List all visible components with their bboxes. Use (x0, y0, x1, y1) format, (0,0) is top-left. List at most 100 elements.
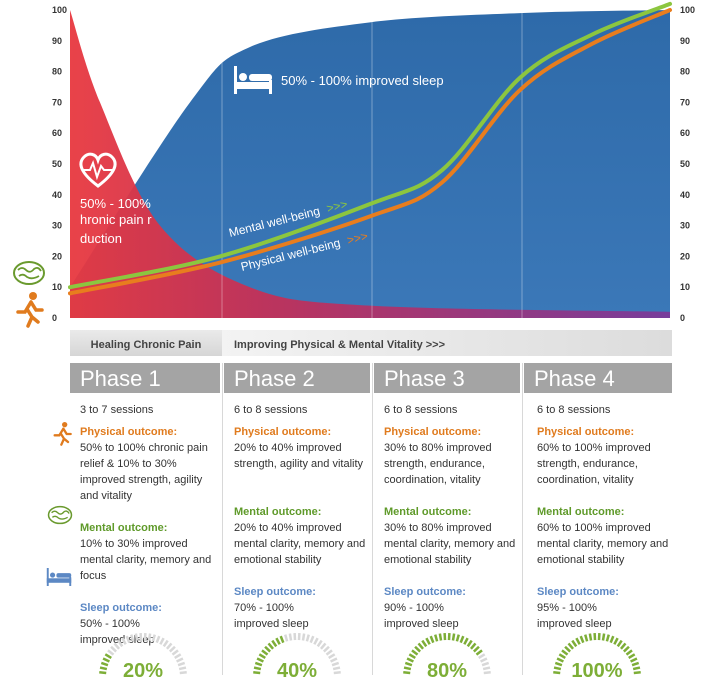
gauge-tick (629, 654, 635, 658)
gauge-tick (153, 635, 155, 642)
phase-1-header: Phase 1 (70, 363, 220, 393)
gauge-tick (464, 638, 467, 644)
brain-icon (47, 505, 73, 525)
gauge-tick (415, 647, 420, 652)
gauge-tick (435, 635, 437, 642)
gauge-tick (167, 643, 172, 648)
physical-outcome-label: Physical outcome: (537, 424, 671, 440)
gauge-tick (461, 636, 464, 643)
sleep-outcome-label: Sleep outcome: (537, 584, 671, 600)
gauge-tick (611, 636, 614, 643)
physical-outcome-text: 50% to 100% chronic pain relief & 10% to… (80, 440, 220, 504)
bed-icon (46, 568, 72, 586)
band-healing-chronic-pain: Healing Chronic Pain (70, 330, 222, 356)
gauge-tick (314, 638, 317, 644)
gauge-tick (259, 654, 265, 658)
gauge-tick (285, 635, 287, 642)
right-tick-label: 40 (680, 190, 690, 200)
sleep-annotation: 50% - 100% improved sleep (281, 73, 444, 88)
left-tick-label: 40 (52, 190, 62, 200)
gauge-tick (457, 635, 459, 642)
right-tick-label: 60 (680, 128, 690, 138)
gauge-tick (471, 643, 476, 648)
gauge-tick (468, 641, 472, 647)
right-tick-label: 80 (680, 67, 690, 77)
left-tick-label: 30 (52, 221, 62, 231)
sessions: 6 to 8 sessions (537, 402, 671, 418)
gauge-tick (172, 650, 178, 654)
gauge-tick (324, 647, 329, 652)
gauge-tick (607, 635, 609, 642)
gauge-tick (303, 634, 304, 641)
mental-outcome-label: Mental outcome: (537, 504, 671, 520)
gauge-tick (170, 647, 175, 652)
phase-4-details: 6 to 8 sessions Physical outcome: 60% to… (537, 402, 671, 648)
gauge-tick (157, 636, 160, 643)
gauge-tick (115, 643, 120, 648)
right-tick-label: 0 (680, 313, 685, 323)
sleep-outcome-label: Sleep outcome: (80, 600, 220, 616)
mental-outcome-label: Mental outcome: (80, 520, 220, 536)
mental-outcome-text: 10% to 30% improved mental clarity, memo… (80, 536, 220, 584)
right-tick-label: 100 (680, 5, 695, 15)
gauge-tick (569, 643, 574, 648)
gauge-tick (136, 634, 137, 641)
gauge-tick (118, 641, 122, 647)
gauge-tick (565, 647, 570, 652)
mental-outcome-label: Mental outcome: (234, 504, 368, 520)
gauge-tick (276, 638, 279, 644)
physical-outcome-label: Physical outcome: (384, 424, 518, 440)
gauge-tick (562, 650, 568, 654)
phase-3-details: 6 to 8 sessions Physical outcome: 30% to… (384, 402, 518, 648)
physical-outcome-text: 20% to 40% improved strength, agility an… (234, 440, 368, 488)
gauge-tick (476, 650, 482, 654)
gauge-tick (426, 638, 429, 644)
gauge-tick (590, 634, 591, 641)
gauge-tick (111, 647, 116, 652)
physical-outcome-text: 60% to 100% improved strength, endurance… (537, 440, 671, 488)
gauge-tick (621, 643, 626, 648)
gauge-tick (175, 654, 181, 658)
physical-outcome-label: Physical outcome: (80, 424, 220, 440)
divider (372, 363, 373, 675)
gauge-tick (321, 643, 326, 648)
gauge-tick (614, 638, 617, 644)
gauge-tick (603, 634, 604, 641)
physical-outcome-text: 30% to 80% improved strength, endurance,… (384, 440, 518, 488)
gauge-tick (265, 647, 270, 652)
right-tick-label: 30 (680, 221, 690, 231)
left-tick-label: 0 (52, 313, 57, 323)
gauge-tick (576, 638, 579, 644)
gauge-tick (412, 650, 418, 654)
gauge-tick (160, 638, 163, 644)
gauge-tick (474, 647, 479, 652)
gauge-tick (164, 641, 168, 647)
sleep-outcome-label: Sleep outcome: (384, 584, 518, 600)
physical-outcome-label: Physical outcome: (234, 424, 368, 440)
gauge-tick (290, 634, 291, 641)
mental-outcome-text: 60% to 100% improved mental clarity, mem… (537, 520, 671, 568)
left-tick-label: 70 (52, 97, 62, 107)
gauge-tick (105, 654, 111, 658)
runner-icon (14, 292, 44, 328)
gauge-tick (108, 650, 114, 654)
gauge-tick (419, 643, 424, 648)
gauge-tick (307, 635, 309, 642)
gauge-tick (281, 636, 284, 643)
gauge-tick (581, 636, 584, 643)
sessions: 6 to 8 sessions (234, 402, 368, 418)
gauge-tick (618, 641, 622, 647)
left-tick-label: 60 (52, 128, 62, 138)
gauge-tick (127, 636, 130, 643)
phase-3-header: Phase 3 (374, 363, 520, 393)
phase-2-gauge-value: 40% (257, 660, 337, 683)
gauge-tick (559, 654, 565, 658)
phase-3-gauge-value: 80% (407, 660, 487, 683)
gauge-tick (431, 636, 434, 643)
runner-icon (52, 422, 72, 446)
right-tick-label: 50 (680, 159, 690, 169)
gauge-tick (122, 638, 125, 644)
